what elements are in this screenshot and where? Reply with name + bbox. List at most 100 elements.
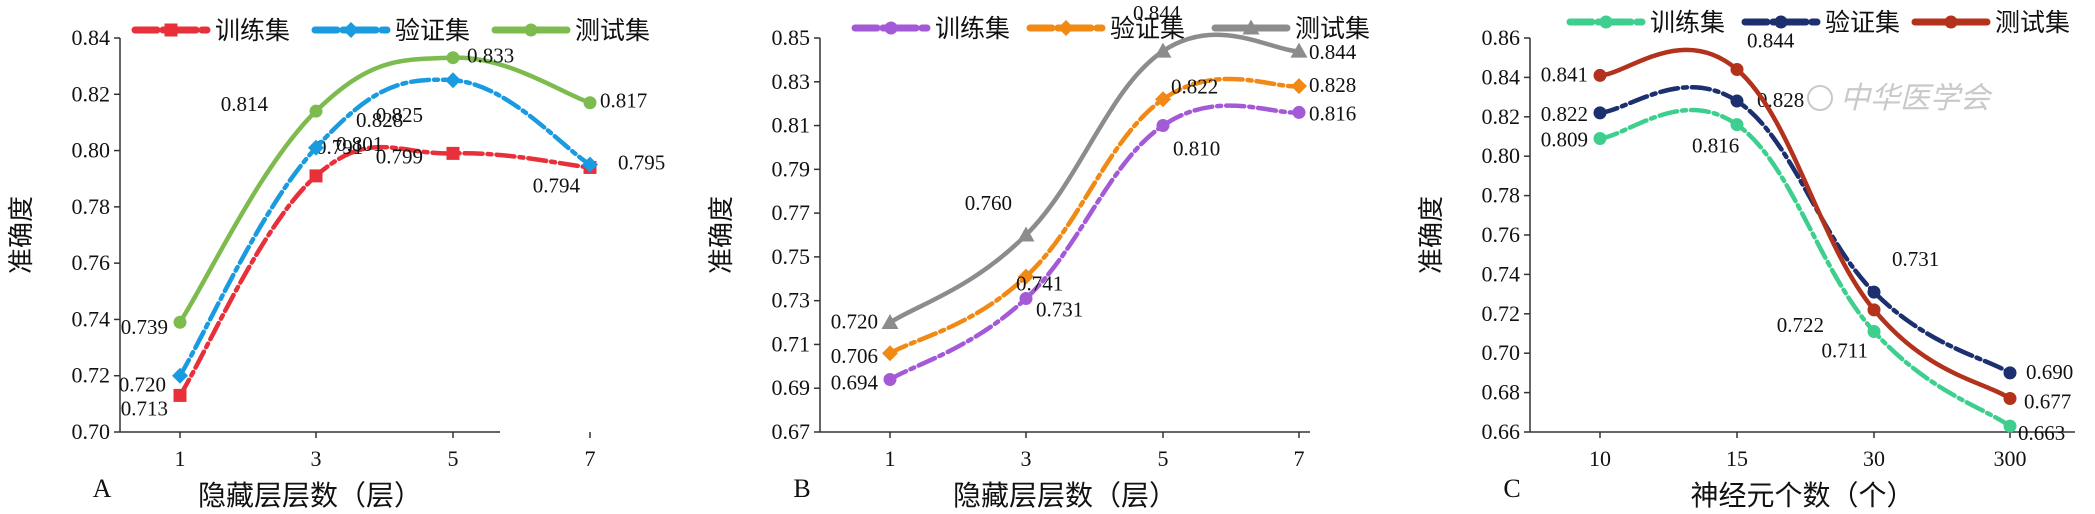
legend-label: 训练集: [935, 14, 1010, 43]
panel-label: B: [793, 474, 810, 503]
x-axis-title: 隐藏层层数（层）: [198, 479, 422, 512]
data-point: [1593, 131, 1607, 145]
x-tick-label: 3: [1021, 446, 1032, 471]
x-tick-label: 5: [448, 446, 459, 471]
data-label: 0.828: [356, 108, 403, 132]
y-tick-label: 0.67: [772, 419, 811, 444]
data-label: 0.844: [1133, 1, 1181, 25]
y-tick-label: 0.72: [1482, 301, 1521, 326]
data-label: 0.731: [1036, 297, 1083, 321]
data-point: [1867, 285, 1881, 299]
legend-label: 验证集: [1825, 8, 1900, 37]
data-label: 0.720: [831, 310, 878, 334]
series-line-1: [177, 77, 593, 378]
series-line-2: [887, 32, 1302, 325]
data-point: [173, 315, 187, 329]
y-tick-label: 0.77: [772, 200, 811, 225]
data-point: [1730, 118, 1744, 132]
data-point: [583, 96, 597, 110]
data-label: 0.816: [1309, 101, 1356, 125]
data-label: 0.801: [336, 132, 383, 156]
data-point: [1156, 119, 1170, 133]
data-label: 0.841: [1541, 62, 1588, 86]
y-axis-title: 准确度: [7, 196, 37, 274]
data-point: [445, 72, 461, 89]
data-label: 0.795: [618, 151, 665, 175]
legend-entry: 训练集: [851, 14, 1010, 43]
x-tick-label: 7: [1294, 446, 1305, 471]
y-axis-title: 准确度: [1417, 196, 1447, 274]
y-tick-label: 0.72: [72, 363, 111, 388]
data-label: 0.713: [121, 396, 168, 420]
data-label: 0.833: [467, 44, 514, 68]
data-label: 0.822: [1171, 74, 1218, 98]
legend-swatch-marker: [1058, 20, 1074, 36]
series-line-1: [887, 76, 1302, 356]
data-point: [308, 139, 324, 156]
y-tick-label: 0.69: [772, 375, 811, 400]
y-tick-label: 0.84: [72, 25, 111, 50]
data-label: 0.844: [1309, 40, 1357, 64]
legend-entry: 验证集: [311, 16, 470, 45]
y-tick-label: 0.83: [772, 69, 811, 94]
data-point: [309, 169, 323, 183]
data-point: [882, 345, 898, 362]
data-label: 0.722: [1777, 313, 1824, 337]
data-point: [1155, 91, 1171, 108]
y-tick-label: 0.73: [772, 288, 811, 313]
x-tick-label: 300: [1994, 446, 2027, 471]
y-tick-label: 0.70: [72, 419, 111, 444]
data-point: [446, 51, 460, 65]
data-label: 0.690: [2026, 360, 2073, 384]
legend-label: 训练集: [1650, 8, 1725, 37]
y-axis-title: 准确度: [707, 196, 737, 274]
data-point: [1154, 42, 1172, 58]
data-point: [881, 314, 899, 330]
data-point: [2003, 392, 2017, 406]
data-label: 0.706: [831, 344, 878, 368]
data-label: 0.822: [1541, 102, 1588, 126]
data-point: [1593, 106, 1607, 120]
x-tick-label: 1: [885, 446, 896, 471]
data-point: [1593, 68, 1607, 82]
data-point: [1730, 94, 1744, 108]
x-axis-title: 隐藏层层数（层）: [953, 479, 1177, 512]
data-label: 0.816: [1692, 134, 1739, 158]
y-tick-label: 0.82: [72, 81, 111, 106]
panel-label: C: [1503, 474, 1520, 503]
x-tick-label: 15: [1726, 446, 1748, 471]
data-point: [1290, 42, 1308, 58]
legend-label: 训练集: [215, 16, 290, 45]
series-line-1: [1597, 85, 2013, 376]
data-point: [582, 156, 598, 173]
data-label: 0.828: [1309, 73, 1356, 97]
panel-label: A: [93, 474, 112, 503]
x-tick-label: 1: [175, 446, 186, 471]
y-tick-label: 0.81: [772, 113, 811, 138]
x-tick-label: 10: [1589, 446, 1611, 471]
data-label: 0.794: [533, 173, 581, 197]
y-tick-label: 0.79: [772, 156, 811, 181]
legend-swatch-marker: [1944, 15, 1958, 29]
series-line-2: [177, 55, 593, 325]
legend-swatch-marker: [1242, 19, 1260, 35]
chart-panel-C: 0.66 0.68 0.70 0.72 0.74 0.76 0.78 0.80 0.82 0.84…: [1417, 8, 2075, 512]
legend-label: 测试集: [1295, 14, 1370, 43]
y-tick-label: 0.70: [1482, 340, 1521, 365]
y-tick-label: 0.80: [1482, 143, 1521, 168]
data-label: 0.694: [831, 370, 879, 394]
data-point: [1867, 325, 1881, 339]
data-label: 0.817: [600, 89, 647, 113]
data-label: 0.814: [221, 92, 269, 116]
data-point: [1018, 268, 1034, 285]
series-line-0: [1597, 107, 2013, 429]
data-point: [883, 372, 897, 386]
legend-entry: 验证集: [1026, 14, 1185, 43]
data-label: 0.809: [1541, 127, 1588, 151]
legend-entry: 测试集: [1211, 14, 1370, 43]
series-line-0: [887, 103, 1302, 382]
legend-entry: 测试集: [491, 16, 650, 45]
x-tick-label: 30: [1863, 446, 1885, 471]
